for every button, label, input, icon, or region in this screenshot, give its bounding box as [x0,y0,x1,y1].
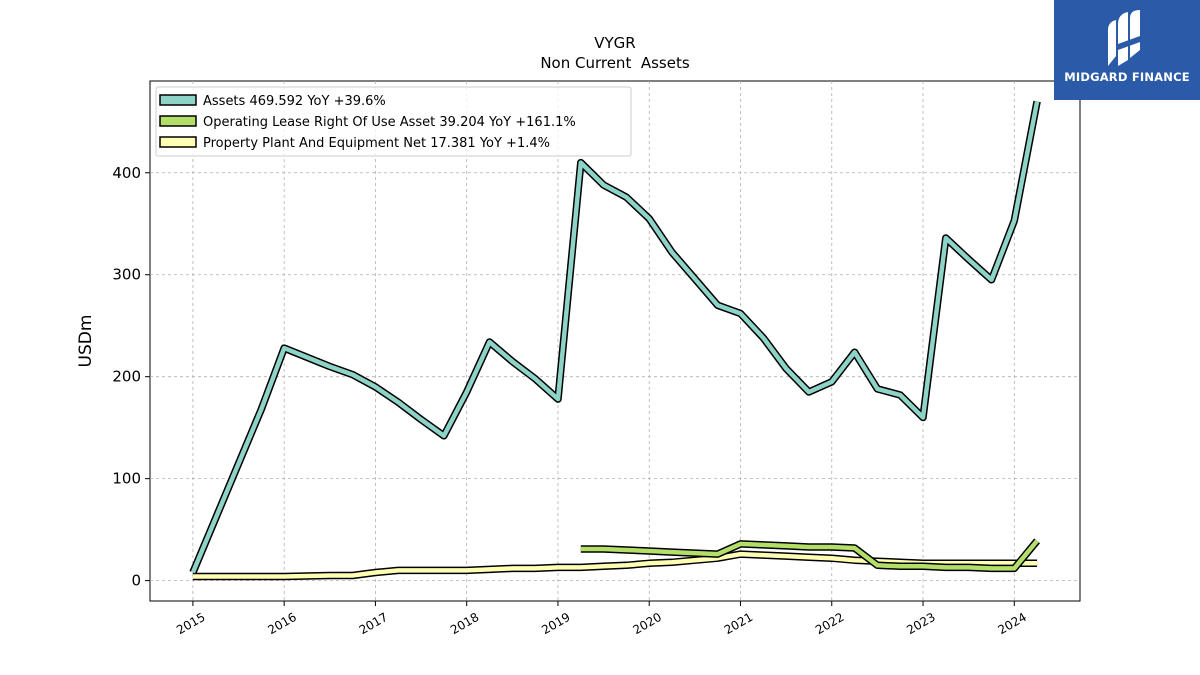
y-tick-label: 100 [112,470,141,488]
x-tick-label: 2018 [448,610,481,637]
legend-entry: Property Plant And Equipment Net 17.381 … [203,136,550,151]
series-outline [189,100,1041,574]
x-tick-label: 2016 [265,610,298,637]
x-tick-label: 2020 [630,610,663,637]
y-tick-label: 200 [112,368,141,386]
series-layer [189,100,1041,581]
y-axis: 0 100 200 300 400 [112,164,150,590]
chart-subtitle: Non Current Assets [540,54,690,72]
series-line-0 [189,100,1041,574]
x-tick-label: 2022 [813,610,846,637]
brand-logo: MIDGARD FINANCE [1054,0,1200,100]
plot-frame [149,80,1081,602]
legend-entry: Assets 469.592 YoY +39.6% [203,94,386,109]
legend-swatch [159,136,197,148]
series-stroke [190,100,1040,574]
legend-entry: Operating Lease Right Of Use Asset 39.20… [203,115,576,130]
legend-box [155,86,632,157]
x-tick-label: 2021 [722,610,755,637]
brand-name: MIDGARD FINANCE [1064,70,1190,84]
legend-swatch [159,115,197,127]
x-axis: 2015 2016 2017 2018 2019 2020 2021 2022 2023 2024 [174,601,1029,637]
chart-title: VYGR [594,34,635,52]
legend: Assets 469.592 YoY +39.6% Operating Lease… [155,86,632,157]
x-tick-label: 2017 [357,610,390,637]
x-tick-label: 2019 [539,610,572,637]
y-tick-label: 300 [112,266,141,284]
x-tick-label: 2024 [996,610,1029,637]
grid [150,81,1080,601]
midgard-logo-icon [1108,10,1140,66]
x-tick-label: 2023 [904,610,937,637]
series-line-1 [580,538,1040,573]
y-tick-label: 0 [131,572,141,590]
x-tick-label: 2015 [174,610,207,637]
legend-swatch [159,94,197,106]
y-tick-label: 400 [112,164,141,182]
series-stroke [580,539,1039,571]
y-axis-label: USDm [76,315,96,368]
